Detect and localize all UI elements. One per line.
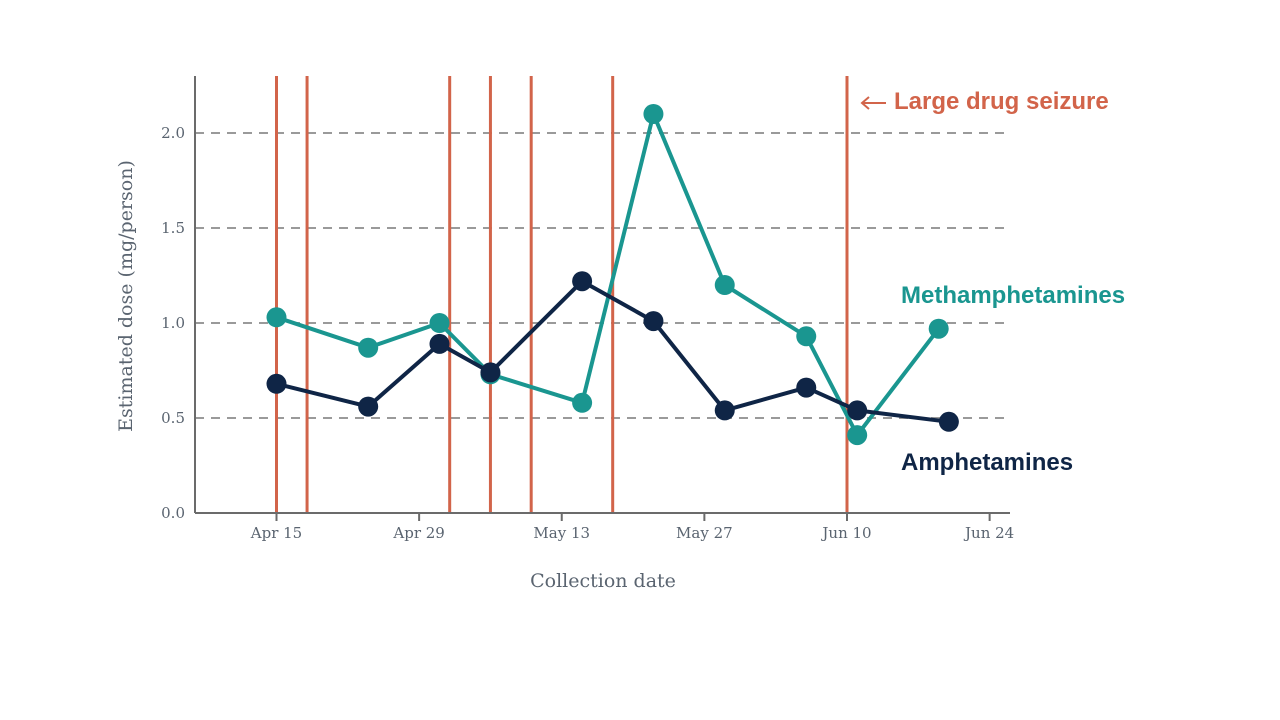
gridlines [195, 132, 1010, 419]
data-point [928, 318, 949, 339]
data-point [796, 326, 817, 347]
annotation-large-drug-seizure: Large drug seizure [860, 88, 1109, 115]
y-tick-label: 0.0 [161, 504, 185, 522]
data-point [847, 400, 868, 421]
left-arrow-icon [860, 96, 886, 110]
x-tick-label: Jun 24 [963, 524, 1014, 542]
axes: 0.0 0.5 1.0 1.5 2.0 Apr 15 Apr 29 May 13 May 27 J… [161, 76, 1014, 542]
data-point [266, 373, 287, 394]
data-point [572, 392, 593, 413]
x-tick-label: Jun 10 [820, 524, 871, 542]
data-point [938, 411, 959, 432]
series-label-methamphetamines: Methamphetamines [901, 282, 1125, 309]
y-tick-label: 0.5 [161, 409, 185, 427]
x-axis-title: Collection date [530, 570, 676, 592]
data-point [847, 425, 868, 446]
y-tick-label: 2.0 [161, 124, 185, 142]
series-label-amphetamines: Amphetamines [901, 449, 1073, 476]
x-tick-label: Apr 15 [250, 524, 302, 542]
data-point [429, 333, 450, 354]
labels: Collection date Estimated dose (mg/perso… [115, 88, 1125, 592]
seizure-event-lines [275, 76, 849, 513]
data-point [714, 400, 735, 421]
x-tick-label: Apr 29 [392, 524, 444, 542]
data-point [358, 396, 379, 417]
y-tick-label: 1.5 [161, 219, 185, 237]
data-point [266, 307, 287, 328]
series-line [276, 279, 950, 424]
data-point [796, 377, 817, 398]
y-axis-title: Estimated dose (mg/person) [115, 160, 137, 432]
data-point [643, 104, 664, 124]
data-point [358, 337, 379, 358]
annotation-label: Large drug seizure [894, 88, 1109, 115]
data-point [714, 275, 735, 295]
y-tick-label: 1.0 [161, 314, 185, 332]
x-tick-label: May 13 [533, 524, 590, 542]
data-point [643, 311, 664, 332]
series-line [275, 112, 941, 438]
series [266, 104, 959, 446]
data-point [572, 271, 593, 292]
data-point [480, 362, 501, 383]
data-point [429, 313, 450, 333]
x-tick-label: May 27 [676, 524, 733, 542]
series-amphetamines [266, 271, 959, 432]
